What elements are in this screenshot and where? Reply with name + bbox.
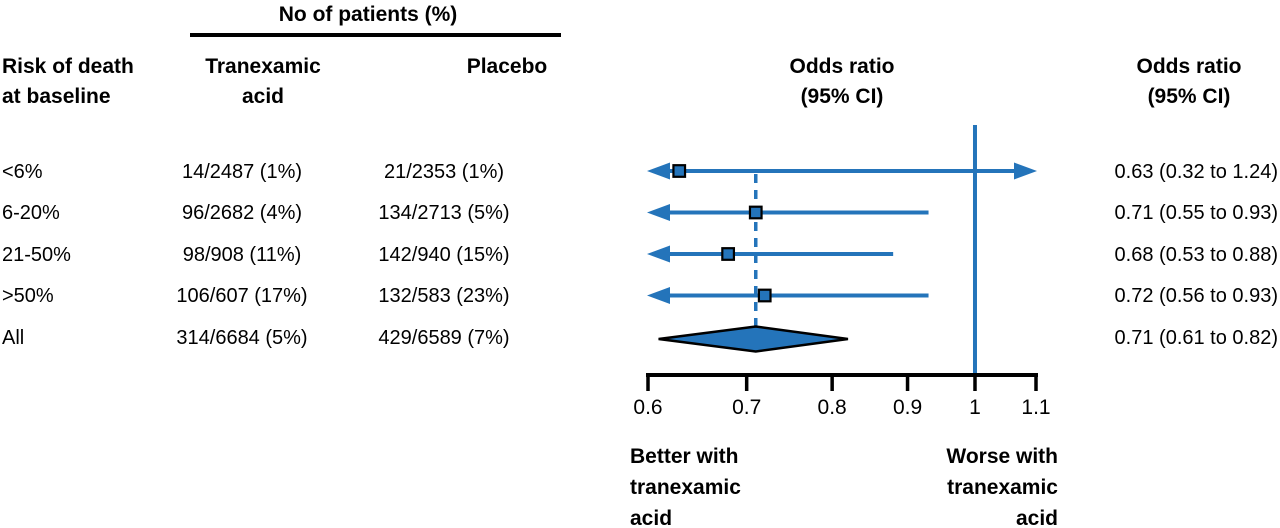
or-marker — [757, 288, 772, 303]
tranexamic-cell: 314/6684 (5%) — [176, 327, 308, 349]
tranexamic-cell: 14/2487 (1%) — [181, 161, 303, 183]
worse-with-label: Worse with tranexamic acid — [946, 445, 1058, 528]
axis-tick-label: 0.9 — [893, 396, 922, 419]
odds-ratio-cell: 0.68 (0.53 to 0.88) — [1114, 244, 1278, 266]
row-label: 6-20% — [2, 202, 60, 224]
row-label: 21-50% — [2, 244, 71, 266]
no-of-patients-header: No of patients (%) — [278, 3, 458, 26]
placebo-cell: 142/940 (15%) — [378, 244, 510, 266]
left-arrow-icon — [647, 245, 670, 263]
patients-header-underline — [190, 33, 561, 37]
odds-ratio-text-header: Odds ratio (95% CI) — [1136, 55, 1242, 108]
tranexamic-cell: 96/2682 (4%) — [181, 202, 303, 224]
placebo-column-header: Placebo — [466, 55, 548, 78]
odds-ratio-cell: 0.71 (0.61 to 0.82) — [1114, 327, 1278, 349]
row-label: <6% — [2, 161, 43, 183]
odds-ratio-plot-header: Odds ratio (95% CI) — [789, 55, 895, 108]
right-arrow-icon — [1014, 162, 1037, 180]
or-marker — [721, 247, 736, 261]
or-marker — [748, 205, 763, 220]
axis-tick-label: 0.7 — [732, 396, 761, 419]
row-label: All — [2, 327, 25, 349]
axis-tick-label: 1.1 — [1021, 396, 1050, 419]
left-arrow-icon — [647, 204, 670, 221]
odds-ratio-cell: 0.63 (0.32 to 1.24) — [1114, 161, 1278, 183]
left-arrow-icon — [647, 162, 670, 180]
axis-tick-label: 1 — [969, 396, 981, 419]
tranexamic-column-header: Tranexamic acid — [205, 55, 321, 108]
risk-of-death-header: Risk of death at baseline — [2, 55, 134, 108]
better-with-label: Better with tranexamic acid — [630, 445, 741, 528]
odds-ratio-cell: 0.72 (0.56 to 0.93) — [1114, 285, 1278, 307]
axis-tick-label: 0.8 — [818, 396, 847, 419]
tranexamic-cell: 98/908 (11%) — [182, 244, 302, 266]
row-label: >50% — [2, 285, 54, 307]
tranexamic-cell: 106/607 (17%) — [176, 285, 308, 307]
placebo-cell: 132/583 (23%) — [378, 285, 510, 307]
axis-tick-label: 0.6 — [633, 396, 662, 419]
placebo-cell: 429/6589 (7%) — [378, 327, 510, 349]
odds-ratio-cell: 0.71 (0.55 to 0.93) — [1114, 202, 1278, 224]
or-marker — [672, 164, 687, 178]
summary-diamond — [658, 325, 849, 353]
placebo-cell: 21/2353 (1%) — [383, 161, 505, 183]
left-arrow-icon — [647, 287, 670, 304]
placebo-cell: 134/2713 (5%) — [378, 202, 510, 224]
